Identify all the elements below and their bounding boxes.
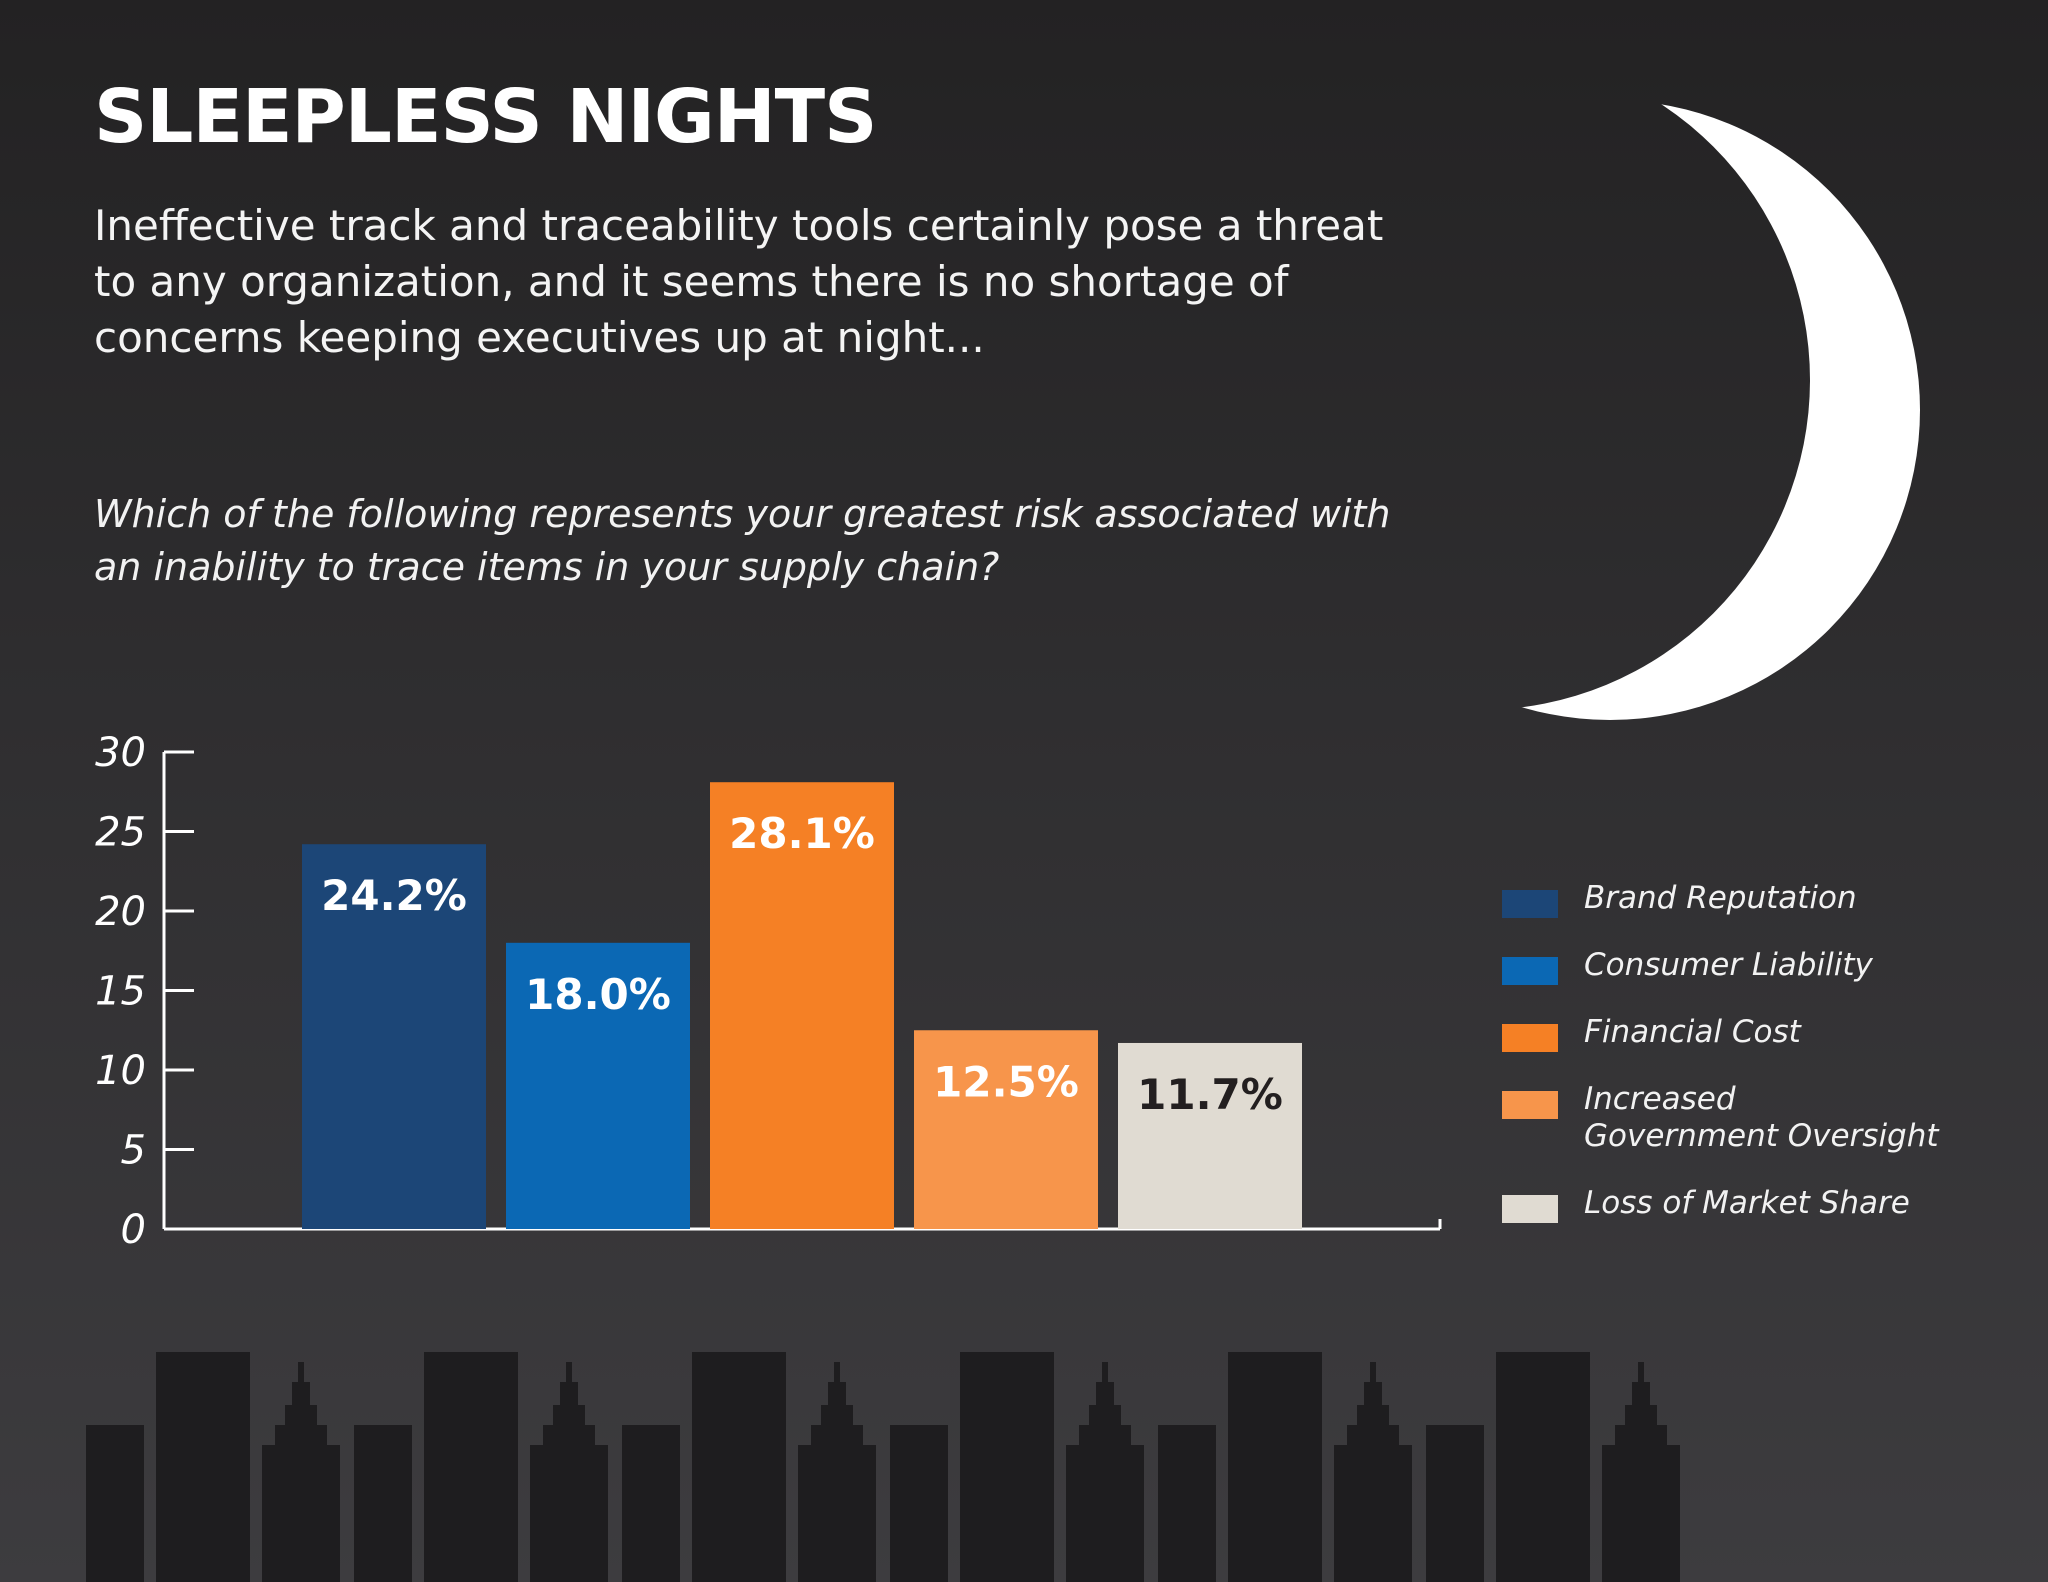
bar-value-label: 11.7% bbox=[1137, 1070, 1283, 1119]
chart-legend: Brand Reputation Consumer Liability Financ… bbox=[1502, 880, 2022, 1252]
bar bbox=[506, 942, 690, 1229]
bar bbox=[710, 782, 894, 1229]
page-title: SLEEPLESS NIGHTS bbox=[94, 74, 877, 160]
legend-item: Financial Cost bbox=[1502, 1014, 2022, 1064]
legend-swatch bbox=[1502, 1024, 1558, 1052]
bar bbox=[914, 1030, 1098, 1229]
bar bbox=[302, 844, 486, 1229]
y-tick-label: 0 bbox=[121, 1207, 146, 1253]
bar-value-label: 28.1% bbox=[729, 809, 875, 858]
y-tick-label: 10 bbox=[95, 1048, 146, 1094]
y-tick-label: 15 bbox=[95, 969, 146, 1015]
crescent-moon-icon bbox=[1440, 80, 1960, 740]
legend-swatch bbox=[1502, 957, 1558, 985]
y-tick-label: 25 bbox=[95, 810, 146, 856]
bar-value-label: 18.0% bbox=[525, 970, 671, 1019]
bar-value-label: 24.2% bbox=[321, 871, 467, 920]
legend-label: Loss of Market Share bbox=[1584, 1185, 1910, 1221]
legend-label: Consumer Liability bbox=[1584, 947, 1873, 983]
intro-text: Ineffective track and traceability tools… bbox=[94, 201, 1384, 362]
legend-label: Increased Government Oversight bbox=[1584, 1081, 1939, 1154]
legend-item: Consumer Liability bbox=[1502, 947, 2022, 997]
legend-item: Loss of Market Share bbox=[1502, 1185, 2022, 1235]
bars bbox=[302, 782, 1302, 1229]
legend-label: Financial Cost bbox=[1584, 1014, 1801, 1050]
city-skyline-icon bbox=[86, 1352, 1680, 1582]
y-tick-label: 30 bbox=[95, 730, 146, 776]
survey-question: Which of the following represents your g… bbox=[94, 492, 1391, 589]
legend-label: Brand Reputation bbox=[1584, 880, 1857, 916]
legend-swatch bbox=[1502, 1091, 1558, 1119]
legend-swatch bbox=[1502, 890, 1558, 918]
bar bbox=[1118, 1042, 1302, 1229]
bar-value-label: 12.5% bbox=[933, 1057, 1079, 1106]
y-tick-label: 20 bbox=[95, 889, 146, 935]
legend-item: Increased Government Oversight bbox=[1502, 1081, 2022, 1168]
legend-swatch bbox=[1502, 1195, 1558, 1223]
y-tick-label: 5 bbox=[121, 1128, 146, 1174]
legend-item: Brand Reputation bbox=[1502, 880, 2022, 930]
bar-chart: 0 5 10 15 20 25 30 24.2% 18.0% 28.1% 12.5% 11.7% bbox=[95, 730, 1302, 1253]
bar-value-labels: 24.2% 18.0% 28.1% 12.5% 11.7% bbox=[321, 809, 1283, 1119]
